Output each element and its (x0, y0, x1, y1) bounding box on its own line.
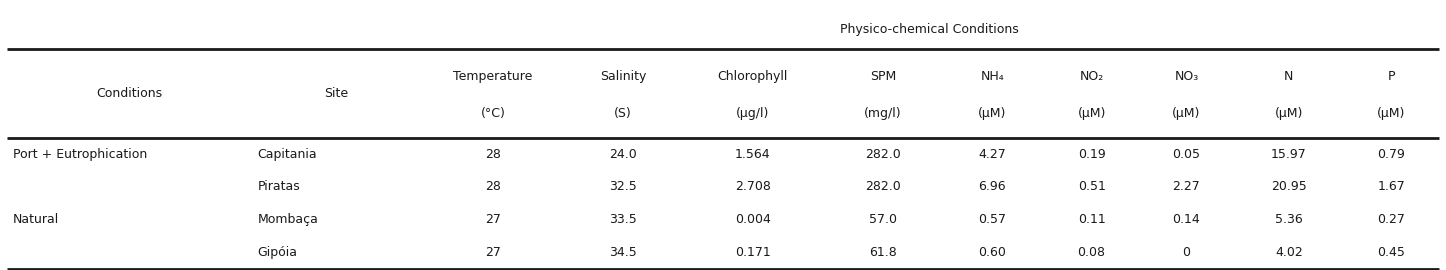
Text: (μM): (μM) (1173, 107, 1200, 120)
Text: Conditions: Conditions (97, 87, 162, 100)
Text: 282.0: 282.0 (865, 147, 901, 161)
Text: 282.0: 282.0 (865, 180, 901, 193)
Text: 20.95: 20.95 (1271, 180, 1307, 193)
Text: Physico-chemical Conditions: Physico-chemical Conditions (840, 23, 1019, 36)
Text: NO₃: NO₃ (1174, 70, 1199, 83)
Text: 0.57: 0.57 (977, 213, 1006, 226)
Text: Mombaça: Mombaça (257, 213, 318, 226)
Text: P: P (1388, 70, 1395, 83)
Text: Salinity: Salinity (600, 70, 646, 83)
Text: (μM): (μM) (1377, 107, 1406, 120)
Text: 4.02: 4.02 (1275, 246, 1303, 259)
Text: Piratas: Piratas (257, 180, 301, 193)
Text: 32.5: 32.5 (609, 180, 636, 193)
Text: 0.45: 0.45 (1378, 246, 1406, 259)
Text: 0.08: 0.08 (1077, 246, 1106, 259)
Text: (μM): (μM) (977, 107, 1006, 120)
Text: 27: 27 (484, 246, 500, 259)
Text: 0.05: 0.05 (1173, 147, 1200, 161)
Text: 4.27: 4.27 (979, 147, 1006, 161)
Text: 0.79: 0.79 (1378, 147, 1406, 161)
Text: (μM): (μM) (1077, 107, 1106, 120)
Text: NO₂: NO₂ (1080, 70, 1103, 83)
Text: Natural: Natural (13, 213, 59, 226)
Text: NH₄: NH₄ (980, 70, 1004, 83)
Text: Capitania: Capitania (257, 147, 317, 161)
Text: (μM): (μM) (1275, 107, 1303, 120)
Text: (μg/l): (μg/l) (736, 107, 769, 120)
Text: 33.5: 33.5 (609, 213, 636, 226)
Text: 15.97: 15.97 (1271, 147, 1307, 161)
Text: 24.0: 24.0 (609, 147, 636, 161)
Text: (S): (S) (615, 107, 632, 120)
Text: 34.5: 34.5 (609, 246, 636, 259)
Text: Temperature: Temperature (453, 70, 532, 83)
Text: 0.14: 0.14 (1173, 213, 1200, 226)
Text: 27: 27 (484, 213, 500, 226)
Text: 61.8: 61.8 (869, 246, 897, 259)
Text: (°C): (°C) (480, 107, 505, 120)
Text: 2.27: 2.27 (1173, 180, 1200, 193)
Text: (mg/l): (mg/l) (865, 107, 902, 120)
Text: 0.27: 0.27 (1378, 213, 1406, 226)
Text: 28: 28 (484, 180, 500, 193)
Text: 1.67: 1.67 (1378, 180, 1406, 193)
Text: 5.36: 5.36 (1275, 213, 1303, 226)
Text: 0.004: 0.004 (735, 213, 771, 226)
Text: 0.60: 0.60 (979, 246, 1006, 259)
Text: 0: 0 (1183, 246, 1190, 259)
Text: 6.96: 6.96 (979, 180, 1006, 193)
Text: 0.51: 0.51 (1077, 180, 1106, 193)
Text: SPM: SPM (869, 70, 897, 83)
Text: N: N (1284, 70, 1294, 83)
Text: 0.11: 0.11 (1077, 213, 1105, 226)
Text: 2.708: 2.708 (735, 180, 771, 193)
Text: 0.171: 0.171 (735, 246, 771, 259)
Text: Gipóia: Gipóia (257, 246, 298, 259)
Text: Port + Eutrophication: Port + Eutrophication (13, 147, 147, 161)
Text: Chlorophyll: Chlorophyll (717, 70, 788, 83)
Text: 57.0: 57.0 (869, 213, 897, 226)
Text: 28: 28 (484, 147, 500, 161)
Text: Site: Site (324, 87, 348, 100)
Text: 0.19: 0.19 (1077, 147, 1105, 161)
Text: 1.564: 1.564 (735, 147, 771, 161)
